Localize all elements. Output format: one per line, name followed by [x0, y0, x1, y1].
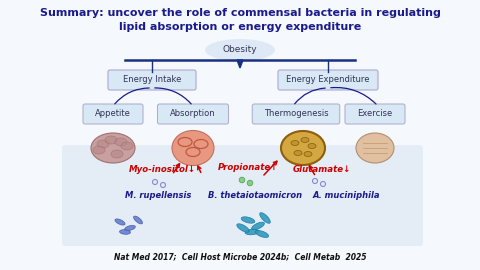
- Ellipse shape: [111, 150, 123, 158]
- Ellipse shape: [291, 140, 299, 146]
- Ellipse shape: [91, 133, 135, 163]
- Text: Absorption: Absorption: [170, 110, 216, 119]
- Text: Energy Expenditure: Energy Expenditure: [286, 76, 370, 85]
- FancyBboxPatch shape: [83, 104, 143, 124]
- Ellipse shape: [281, 131, 325, 165]
- Ellipse shape: [93, 146, 105, 154]
- Text: Myo-inositol↓: Myo-inositol↓: [129, 166, 195, 174]
- Text: B. thetaiotaomicron: B. thetaiotaomicron: [208, 191, 302, 201]
- Ellipse shape: [205, 39, 275, 61]
- Ellipse shape: [241, 217, 255, 223]
- Text: Exercise: Exercise: [358, 110, 393, 119]
- Text: Glutamate↓: Glutamate↓: [293, 166, 351, 174]
- Text: M. rupellensis: M. rupellensis: [125, 191, 191, 201]
- Ellipse shape: [121, 142, 133, 150]
- Polygon shape: [237, 60, 243, 68]
- FancyBboxPatch shape: [62, 145, 423, 246]
- Text: Thermogenesis: Thermogenesis: [264, 110, 328, 119]
- Ellipse shape: [172, 130, 214, 166]
- Ellipse shape: [115, 219, 125, 225]
- Text: Appetite: Appetite: [95, 110, 131, 119]
- Ellipse shape: [97, 140, 109, 148]
- FancyBboxPatch shape: [108, 70, 196, 90]
- Ellipse shape: [245, 229, 259, 235]
- Ellipse shape: [120, 230, 131, 234]
- Circle shape: [247, 180, 253, 186]
- Ellipse shape: [133, 216, 143, 224]
- Ellipse shape: [260, 213, 270, 223]
- Text: Obesity: Obesity: [223, 46, 257, 55]
- FancyBboxPatch shape: [252, 104, 340, 124]
- Ellipse shape: [301, 137, 309, 143]
- Ellipse shape: [105, 136, 117, 144]
- Ellipse shape: [294, 150, 302, 156]
- Text: A. muciniphila: A. muciniphila: [312, 191, 380, 201]
- FancyBboxPatch shape: [345, 104, 405, 124]
- Ellipse shape: [125, 225, 135, 231]
- Text: Propionate↑: Propionate↑: [218, 164, 278, 173]
- Ellipse shape: [237, 224, 249, 232]
- Ellipse shape: [356, 133, 394, 163]
- Ellipse shape: [304, 151, 312, 157]
- FancyBboxPatch shape: [157, 104, 228, 124]
- Text: Summary: uncover the role of commensal bacteria in regulating: Summary: uncover the role of commensal b…: [39, 8, 441, 18]
- Text: lipid absorption or energy expenditure: lipid absorption or energy expenditure: [119, 22, 361, 32]
- Text: Nat Med 2017;  Cell Host Microbe 2024b;  Cell Metab  2025: Nat Med 2017; Cell Host Microbe 2024b; C…: [114, 252, 366, 262]
- Ellipse shape: [255, 231, 269, 238]
- Text: Energy Intake: Energy Intake: [123, 76, 181, 85]
- Circle shape: [239, 177, 245, 183]
- Ellipse shape: [115, 138, 127, 146]
- FancyBboxPatch shape: [278, 70, 378, 90]
- Ellipse shape: [308, 143, 316, 148]
- Ellipse shape: [252, 222, 264, 230]
